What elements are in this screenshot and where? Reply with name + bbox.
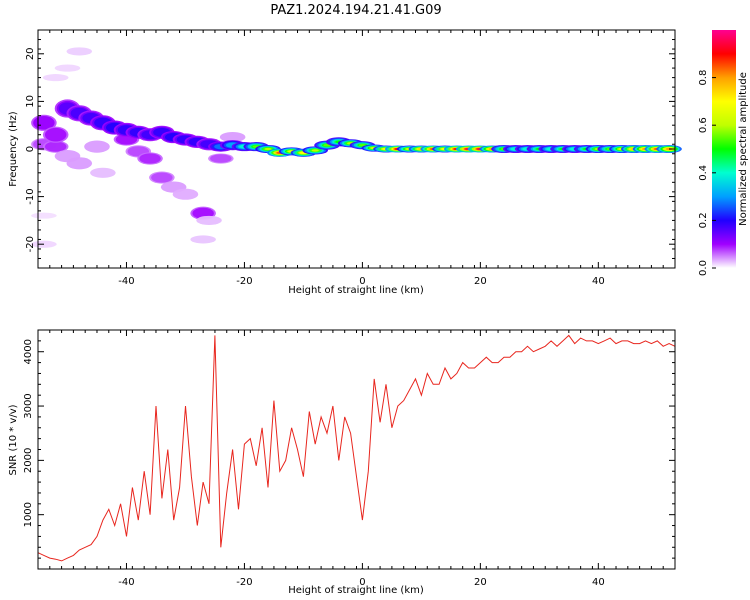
spectrogram-xlabel: Height of straight line (km) — [288, 285, 424, 296]
spectrogram-blob-cell-19-0 — [31, 212, 57, 219]
chart-title: PAZ1.2024.194.21.41.G09 — [270, 3, 441, 18]
spectrogram-heatmap — [31, 47, 682, 248]
spectrogram-blob-cell-13-0 — [196, 215, 222, 225]
spectrogram-xtick-label-1: -20 — [236, 276, 252, 287]
snr-xlabel: Height of straight line (km) — [288, 585, 424, 596]
spectrogram-ytick-label-3: 10 — [25, 95, 36, 108]
colorbar: 0.0 0.2 0.4 0.6 0.8 Normalized spectral ampl… — [698, 30, 749, 276]
spectrogram-ytick-label-1: -10 — [25, 188, 36, 204]
spectrogram-ytick-label-0: -20 — [25, 236, 36, 252]
snr-xtick-label-0: -40 — [118, 577, 134, 588]
spectrogram-blob-cell-8-1 — [139, 153, 161, 164]
colorbar-ticks: 0.0 0.2 0.4 0.6 0.8 — [698, 70, 716, 276]
spectrogram-blob-cell-20-1 — [210, 154, 232, 163]
colorbar-tick-label-1: 0.2 — [698, 212, 709, 228]
spectrogram-ytick-label-4: 20 — [25, 47, 36, 60]
spectrogram-ridge-cell-1-1 — [44, 127, 67, 142]
colorbar-tick-label-4: 0.8 — [698, 70, 709, 86]
spectrogram-panel: -40 -20 0 20 40 -20 -10 0 10 20 Height of straigh… — [8, 29, 682, 296]
snr-ytick-label-1: 2000 — [23, 448, 34, 473]
spectrogram-blob-cell-1-1 — [44, 141, 67, 152]
spectrogram-blob-cell-5-0 — [90, 167, 116, 178]
spectrogram-ylabel: Frequency (Hz) — [8, 111, 19, 187]
colorbar-gradient — [712, 30, 736, 268]
snr-xtick-label-4: 40 — [592, 577, 605, 588]
spectrogram-xtick-label-4: 40 — [592, 276, 605, 287]
spectrogram-xtick-label-0: -40 — [118, 276, 134, 287]
spectrogram-ytick-label-2: 0 — [25, 146, 36, 152]
spectrogram-ridge-cell-19-5 — [264, 147, 272, 151]
spectrogram-blob-cell-14-0 — [190, 235, 216, 244]
spectrogram-blob-cell-16-0 — [42, 74, 69, 82]
spectrogram-blob-cell-3-0 — [66, 157, 93, 170]
spectrogram-blob-cell-17-0 — [54, 64, 81, 72]
spectrogram-blob-cell-11-0 — [172, 188, 199, 200]
snr-ytick-label-0: 1000 — [23, 502, 34, 527]
snr-ytick-label-3: 4000 — [23, 339, 34, 364]
snr-series-line — [37, 334, 676, 562]
snr-ticks: -40 -20 0 20 40 1000 2000 3000 4000 — [23, 329, 676, 588]
colorbar-tick-label-0: 0.0 — [698, 260, 709, 276]
colorbar-tick-label-3: 0.6 — [698, 117, 709, 133]
spectrogram-blob-cell-21-0 — [219, 132, 246, 143]
snr-panel: -40 -20 0 20 40 1000 2000 3000 4000 Height of st… — [8, 329, 676, 596]
colorbar-label: Normalized spectral amplitude — [738, 72, 749, 226]
snr-xtick-label-2: 0 — [359, 577, 365, 588]
spectrogram-blob-cell-9-1 — [151, 172, 173, 183]
snr-ylabel: SNR (10 * v/v) — [8, 404, 19, 475]
snr-xtick-label-3: 20 — [474, 577, 487, 588]
snr-xtick-label-1: -20 — [236, 577, 252, 588]
snr-plot-area — [38, 330, 675, 569]
spectrogram-blob-cell-15-0 — [66, 47, 93, 56]
spectrogram-ridge-cell-27-5 — [358, 144, 366, 147]
spectrogram-ridge-cell-23-5 — [311, 149, 319, 152]
snr-ytick-label-2: 3000 — [23, 393, 34, 418]
spectrogram-ticks: -40 -20 0 20 40 -20 -10 0 10 20 — [25, 29, 676, 287]
spectrogram-blob-cell-4-0 — [84, 140, 110, 153]
spectrogram-xtick-label-2: 0 — [359, 276, 365, 287]
spectrogram-ridge-cell-0-1 — [33, 116, 55, 130]
spectrogram-xtick-label-3: 20 — [474, 276, 487, 287]
colorbar-tick-label-2: 0.4 — [698, 165, 709, 181]
